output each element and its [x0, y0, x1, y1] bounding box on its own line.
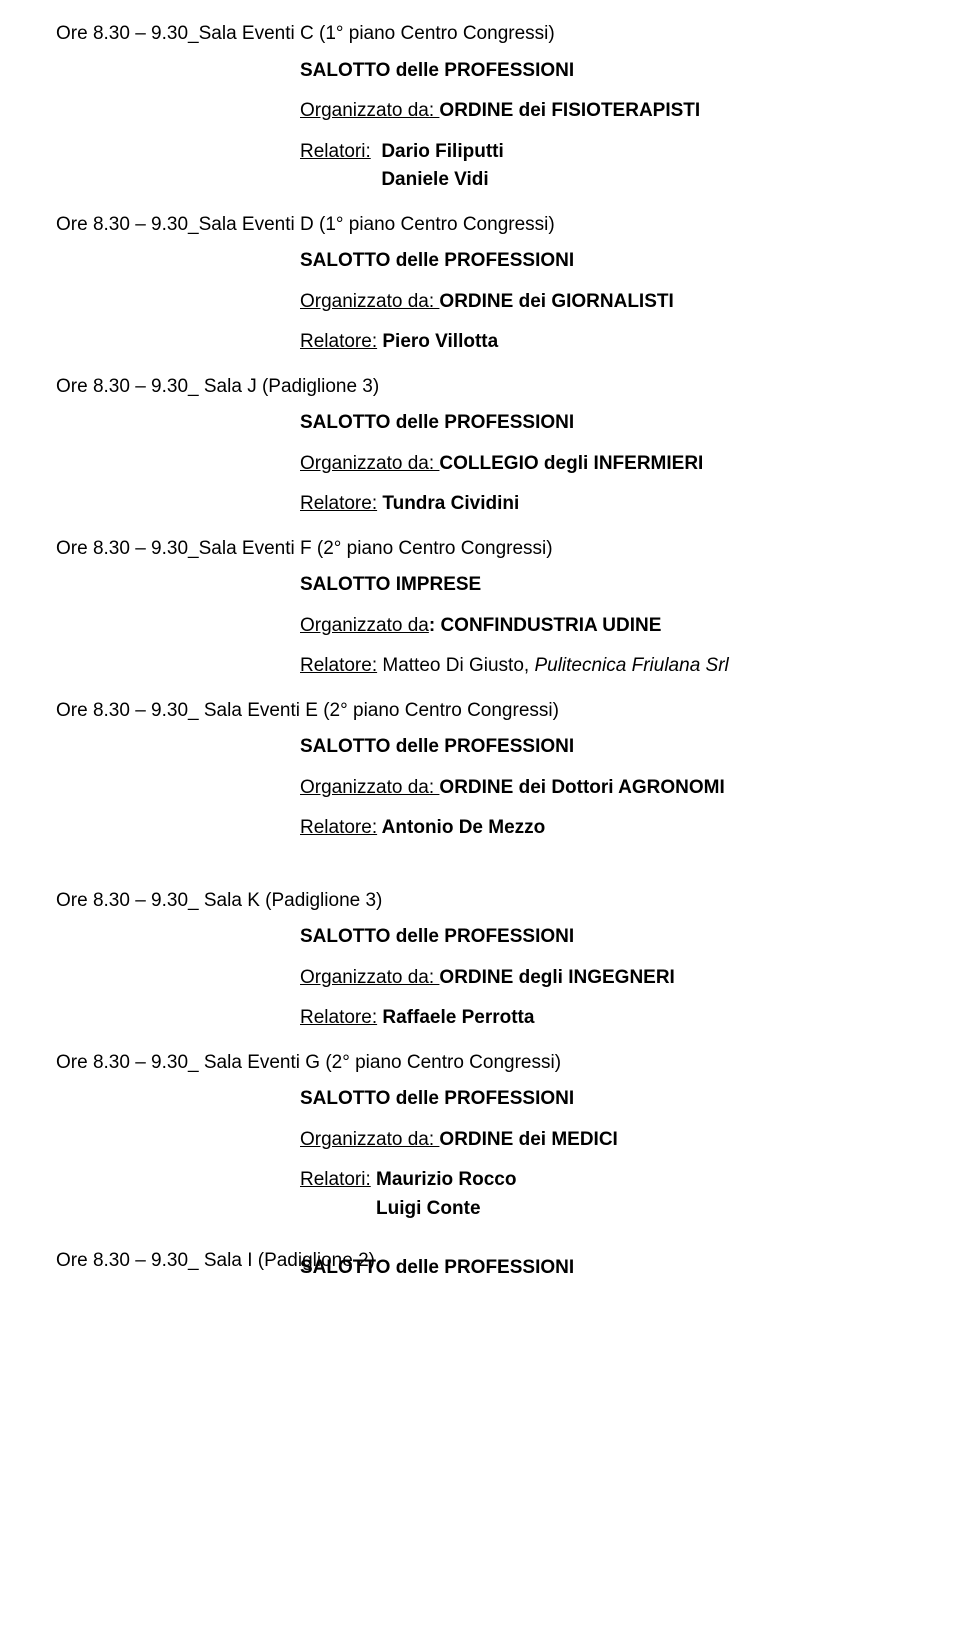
organized-by: ORDINE dei GIORNALISTI — [439, 291, 673, 312]
session-location: Ore 8.30 – 9.30_Sala Eventi F (2° piano … — [56, 535, 960, 564]
organized-by-line: Organizzato da: ORDINE dei Dottori AGRON… — [300, 774, 960, 803]
session-title: SALOTTO delle PROFESSIONI — [300, 923, 960, 952]
relator-name: Daniele Vidi — [381, 166, 503, 195]
organized-by: COLLEGIO degli INFERMIERI — [439, 453, 703, 474]
session-location: Ore 8.30 – 9.30_ Sala K (Padiglione 3) — [56, 887, 960, 916]
relator-line: Relatore: Piero Villotta — [300, 328, 960, 357]
organized-label: Organizzato da: — [300, 1129, 439, 1150]
session-location: Ore 8.30 – 9.30_ Sala J (Padiglione 3) — [56, 373, 960, 402]
organized-by: ORDINE dei FISIOTERAPISTI — [439, 100, 700, 121]
relator-line: Relatore: Raffaele Perrotta — [300, 1004, 960, 1033]
session-title: SALOTTO delle PROFESSIONI — [300, 733, 960, 762]
session-title: SALOTTO delle PROFESSIONI — [300, 57, 960, 86]
relator-name: Matteo Di Giusto, — [377, 655, 534, 676]
organized-by-line: Organizzato da: ORDINE dei MEDICI — [300, 1126, 960, 1155]
organized-label: Organizzato da: — [300, 291, 439, 312]
session-location: Ore 8.30 – 9.30_Sala Eventi C (1° piano … — [56, 20, 960, 49]
relator-label: Relatore: — [300, 817, 377, 838]
relator-label: Relatori: — [300, 138, 371, 195]
organized-by: : CONFINDUSTRIA UDINE — [429, 615, 662, 636]
organized-by: ORDINE dei MEDICI — [439, 1129, 617, 1150]
session-block: Ore 8.30 – 9.30_Sala Eventi F (2° piano … — [0, 535, 960, 681]
relator-label: Relatore: — [300, 331, 377, 352]
session-title: SALOTTO delle PROFESSIONI — [300, 247, 960, 276]
session-location: Ore 8.30 – 9.30_ Sala Eventi E (2° piano… — [56, 697, 960, 726]
organized-by: ORDINE dei Dottori AGRONOMI — [439, 777, 724, 798]
organized-by-line: Organizzato da: ORDINE dei GIORNALISTI — [300, 288, 960, 317]
organized-label: Organizzato da: — [300, 100, 439, 121]
organized-by-line: Organizzato da: CONFINDUSTRIA UDINE — [300, 612, 960, 641]
relator-line: Relatore: Tundra Cividini — [300, 490, 960, 519]
organized-by-line: Organizzato da: ORDINE dei FISIOTERAPIST… — [300, 97, 960, 126]
relator-name: Maurizio Rocco — [376, 1166, 516, 1195]
relator-name: Antonio De Mezzo — [377, 817, 545, 838]
organized-label: Organizzato da: — [300, 777, 439, 798]
relator-line: Relatori: Maurizio Rocco Luigi Conte — [300, 1166, 960, 1223]
session-title: SALOTTO delle PROFESSIONI — [300, 1085, 960, 1114]
relator-label: Relatore: — [300, 655, 377, 676]
relator-name: Raffaele Perrotta — [377, 1007, 534, 1028]
organized-by: ORDINE degli INGEGNERI — [439, 967, 674, 988]
session-block: Ore 8.30 – 9.30_Sala Eventi D (1° piano … — [0, 211, 960, 357]
relator-name: Dario Filiputti — [381, 138, 503, 167]
organized-by-line: Organizzato da: COLLEGIO degli INFERMIER… — [300, 450, 960, 479]
session-location: Ore 8.30 – 9.30_ Sala Eventi G (2° piano… — [56, 1049, 960, 1078]
relator-line: Relatore: Antonio De Mezzo — [300, 814, 960, 843]
session-title: SALOTTO delle PROFESSIONI — [300, 409, 960, 438]
relator-name: Piero Villotta — [377, 331, 498, 352]
organized-by-line: Organizzato da: ORDINE degli INGEGNERI — [300, 964, 960, 993]
session-title: SALOTTO IMPRESE — [300, 571, 960, 600]
session-block: Ore 8.30 – 9.30_ Sala J (Padiglione 3) S… — [0, 373, 960, 519]
session-block: Ore 8.30 – 9.30_ Sala Eventi E (2° piano… — [0, 697, 960, 843]
session-block: Ore 8.30 – 9.30_Sala Eventi C (1° piano … — [0, 20, 960, 195]
session-title: SALOTTO delle PROFESSIONI — [300, 1254, 960, 1283]
relator-name: Luigi Conte — [376, 1195, 516, 1224]
session-block: Ore 8.30 – 9.30_ Sala Eventi G (2° piano… — [0, 1049, 960, 1224]
organized-label: Organizzato da: — [300, 453, 439, 474]
relator-line: Relatori: Dario Filiputti Daniele Vidi — [300, 138, 960, 195]
session-block: Ore 8.30 – 9.30_ Sala I (Padiglione 2) S… — [0, 1239, 960, 1282]
relator-label: Relatore: — [300, 1007, 377, 1028]
relator-name: Tundra Cividini — [377, 493, 519, 514]
relator-line: Relatore: Matteo Di Giusto, Pulitecnica … — [300, 652, 960, 681]
relator-label: Relatore: — [300, 493, 377, 514]
session-location: Ore 8.30 – 9.30_Sala Eventi D (1° piano … — [56, 211, 960, 240]
session-block: Ore 8.30 – 9.30_ Sala K (Padiglione 3) S… — [0, 887, 960, 1033]
relator-label: Relatori: — [300, 1166, 371, 1223]
relator-suffix: Pulitecnica Friulana Srl — [534, 655, 728, 676]
organized-label: Organizzato da: — [300, 967, 439, 988]
organized-label: Organizzato da — [300, 615, 429, 636]
